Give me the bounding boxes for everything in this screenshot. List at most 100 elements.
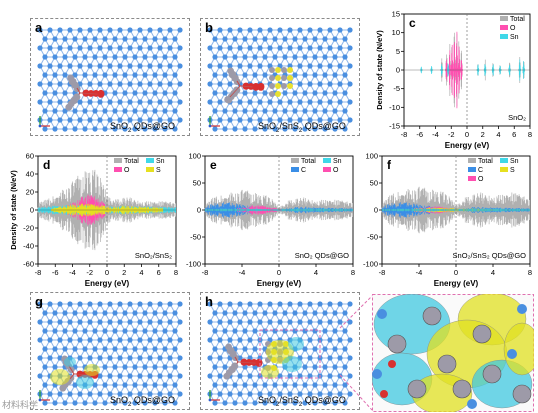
panel-g-letter: g	[35, 294, 43, 309]
tin-atom	[232, 74, 239, 82]
carbon-atom	[267, 27, 273, 33]
carbon-atom	[207, 373, 213, 379]
carbon-atom	[117, 45, 123, 51]
chart-annotation: SnO₂	[508, 113, 526, 122]
carbon-atom	[127, 117, 133, 123]
y-tick-label: -15	[389, 122, 400, 131]
carbon-atom	[347, 373, 353, 379]
carbon-atom	[237, 319, 243, 325]
carbon-atom	[147, 373, 153, 379]
carbon-atom	[337, 337, 343, 343]
legend-label-total: Total	[301, 158, 316, 165]
carbon-atom	[207, 63, 213, 69]
carbon-atom	[222, 54, 228, 60]
carbon-atom	[82, 108, 88, 114]
carbon-atom	[177, 301, 183, 307]
carbon-atom	[152, 328, 158, 334]
carbon-atom	[167, 355, 173, 361]
carbon-atom	[97, 81, 103, 87]
carbon-atom	[252, 90, 258, 96]
carbon-atom	[222, 126, 228, 132]
carbon-atom	[162, 36, 168, 42]
carbon-atom	[52, 126, 58, 132]
carbon-atom	[207, 337, 213, 343]
carbon-atom	[277, 391, 283, 397]
carbon-atom	[172, 400, 178, 406]
carbon-atom	[207, 301, 213, 307]
chart-annotation: SnO₂/SnS₂	[135, 251, 172, 260]
carbon-atom	[42, 346, 48, 352]
carbon-atom	[272, 126, 278, 132]
axis-origin	[38, 398, 42, 402]
carbon-atom	[47, 99, 53, 105]
carbon-atom	[132, 346, 138, 352]
carbon-atom	[57, 319, 63, 325]
carbon-atom	[312, 72, 318, 78]
carbon-atom	[42, 54, 48, 60]
carbon-atom	[257, 27, 263, 33]
carbon-atom	[102, 328, 108, 334]
carbon-atom	[82, 36, 88, 42]
carbon-atom	[327, 27, 333, 33]
tin-atom	[224, 96, 232, 103]
carbon-atom	[97, 391, 103, 397]
legend-label-o: O	[333, 167, 339, 174]
carbon-atom	[297, 117, 303, 123]
carbon-atom	[112, 126, 118, 132]
legend-swatch-sn	[500, 158, 508, 163]
carbon-atom	[322, 90, 328, 96]
carbon-atom	[152, 54, 158, 60]
carbon-atom	[227, 117, 233, 123]
carbon-atom	[107, 99, 113, 105]
carbon-atom	[152, 400, 158, 406]
carbon-atom	[227, 81, 233, 87]
tin-atom	[281, 67, 287, 73]
legend-label-c: C	[301, 167, 306, 174]
carbon-atom	[137, 337, 143, 343]
carbon-atom	[277, 27, 283, 33]
y-tick-label: 20	[26, 188, 34, 197]
carbon-atom	[262, 328, 268, 334]
carbon-atom	[147, 301, 153, 307]
carbon-atom	[252, 54, 258, 60]
carbon-atom	[342, 54, 348, 60]
axis-origin	[38, 124, 42, 128]
carbon-atom	[287, 391, 293, 397]
carbon-atom	[222, 400, 228, 406]
carbon-atom	[277, 117, 283, 123]
carbon-atom	[102, 54, 108, 60]
carbon-atom	[252, 310, 258, 316]
y-tick-label: 40	[26, 170, 34, 179]
carbon-atom	[52, 72, 58, 78]
carbon-atom	[252, 126, 258, 132]
panel-a-caption: SnO2 QDs@GO	[110, 121, 175, 134]
carbon-atom	[247, 27, 253, 33]
carbon-atom	[117, 27, 123, 33]
carbon-atom	[137, 27, 143, 33]
carbon-atom	[232, 310, 238, 316]
carbon-atom	[342, 90, 348, 96]
carbon-atom	[322, 36, 328, 42]
carbon-atom	[342, 36, 348, 42]
carbon-atom	[302, 400, 308, 406]
carbon-atom	[232, 382, 238, 388]
carbon-atom	[237, 27, 243, 33]
carbon-atom	[207, 319, 213, 325]
x-tick-label: -8	[35, 268, 42, 277]
carbon-atom	[227, 319, 233, 325]
carbon-atom	[207, 99, 213, 105]
dos-chart-f: -8 -4 0 4 8 -100 -50 0 50 100 Energy (eV) SnO₂/SnS₂…	[363, 152, 532, 289]
carbon-atom	[347, 27, 353, 33]
carbon-atom	[47, 319, 53, 325]
carbon-atom	[257, 301, 263, 307]
legend-swatch-c	[291, 167, 299, 172]
carbon-atom	[37, 45, 43, 51]
oxygen-atom	[97, 91, 105, 98]
carbon-atom	[217, 27, 223, 33]
carbon-atom	[252, 108, 258, 114]
carbon-atom	[62, 72, 68, 78]
carbon-atom	[292, 72, 298, 78]
carbon-atom	[242, 310, 248, 316]
carbon-atom	[267, 99, 273, 105]
carbon-atom	[147, 355, 153, 361]
